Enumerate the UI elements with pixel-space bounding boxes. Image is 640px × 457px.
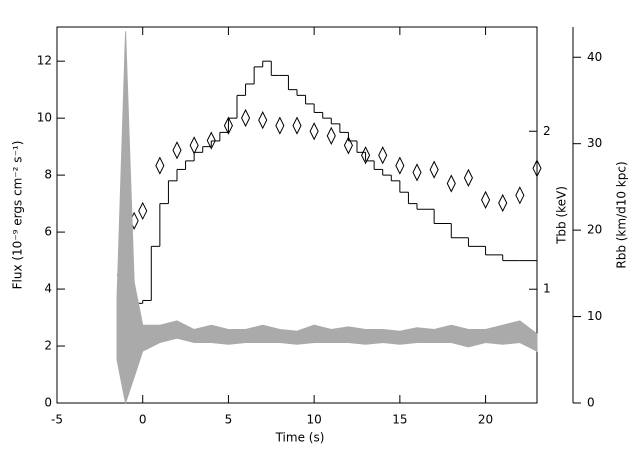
temperature-point <box>309 122 319 141</box>
t-axis-label: Tbb (keV) <box>555 186 569 245</box>
r-tick-label: 30 <box>587 136 602 150</box>
temperature-point <box>275 116 285 135</box>
temperature-point <box>223 116 233 135</box>
y-tick-label: 8 <box>44 168 52 182</box>
temperature-point <box>172 141 182 160</box>
temperature-point <box>463 168 473 187</box>
x-tick-label: 20 <box>478 413 493 427</box>
y-tick-label: 4 <box>44 282 52 296</box>
t-tick-label: 2 <box>543 124 551 138</box>
y-tick-label: 6 <box>44 225 52 239</box>
radius-band <box>116 31 538 405</box>
temperature-point <box>258 111 268 130</box>
temperature-point <box>343 136 353 155</box>
temperature-point <box>206 131 216 150</box>
plot-frame <box>56 26 538 404</box>
y-tick-label: 0 <box>44 396 52 410</box>
temperature-point <box>189 136 199 155</box>
temperature-point <box>532 159 542 178</box>
temperature-point <box>155 156 165 175</box>
y-tick-label: 10 <box>37 111 52 125</box>
temperature-point <box>378 146 388 165</box>
temperature-point <box>412 163 422 182</box>
r-tick-label: 10 <box>587 309 602 323</box>
y-axis-label: Flux (10⁻⁹ ergs cm⁻² s⁻¹) <box>11 141 25 290</box>
temperature-point <box>395 156 405 175</box>
y-tick-label: 12 <box>37 54 52 68</box>
x-tick-label: 0 <box>139 413 147 427</box>
temperature-point <box>481 190 491 209</box>
temperature-point <box>138 201 148 221</box>
temperature-point <box>498 193 508 213</box>
x-tick-label: 5 <box>225 413 233 427</box>
r-axis-label: Rbb (km/d10 kpc) <box>615 161 629 268</box>
r-tick-label: 20 <box>587 223 602 237</box>
x-axis-label: Time (s) <box>275 431 325 445</box>
temperature-point <box>292 116 302 135</box>
temperature-point <box>326 126 336 145</box>
x-tick-label: 10 <box>307 413 322 427</box>
r-tick-label: 40 <box>587 50 602 64</box>
temperature-point <box>446 174 456 193</box>
x-tick-label: -5 <box>51 413 63 427</box>
y-tick-label: 2 <box>44 339 52 353</box>
temperature-point <box>241 108 251 128</box>
t-tick-label: 1 <box>543 282 551 296</box>
temperature-point <box>361 146 371 165</box>
temperature-point <box>515 186 525 205</box>
r-tick-label: 0 <box>587 396 595 410</box>
x-tick-label: 15 <box>392 413 407 427</box>
temperature-point <box>429 160 439 179</box>
